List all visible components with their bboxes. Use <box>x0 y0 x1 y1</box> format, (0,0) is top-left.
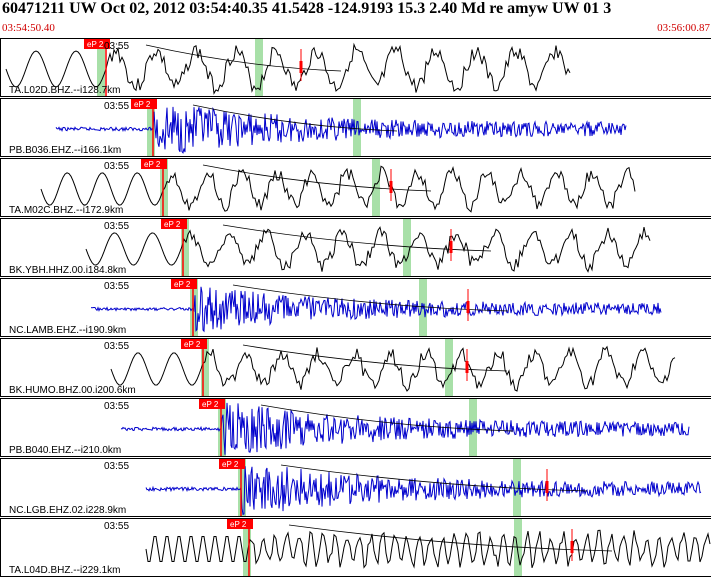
station-label: TA.M02C.BHZ.--i172.9km <box>9 205 124 216</box>
waveform-plot: eP 2 <box>5 39 571 96</box>
waveform-plot: eP 2 <box>85 219 651 276</box>
p-phase-window <box>218 399 226 456</box>
s-phase-window <box>353 99 361 156</box>
waveform-plot: eP 2 <box>110 339 676 396</box>
pick-label-box <box>131 99 157 109</box>
station-label: BK.YBH.HHZ.00.i184.8km <box>9 265 127 276</box>
waveform-plot: eP 2 <box>145 519 711 576</box>
start-time-label: 03:54:50.40 <box>2 22 55 34</box>
waveform-trace <box>145 466 702 515</box>
s-phase-window <box>403 219 411 276</box>
pick-label-box <box>181 339 207 349</box>
time-tick-label: 03:55 <box>104 281 130 292</box>
coda-curve <box>192 104 398 132</box>
amplitude-marker <box>545 481 549 493</box>
trace-panel[interactable]: eP 2 03:55 TA.L04D.BHZ.--i229.1km <box>0 518 711 577</box>
time-tick-label: 03:55 <box>104 101 130 112</box>
time-tick-label: 03:55 <box>104 221 130 232</box>
waveform-plot: eP 2 <box>120 399 690 456</box>
trace-panel[interactable]: eP 2 03:55 NC.LAMB.EHZ.--i190.9km <box>0 278 711 337</box>
pick-label-box <box>141 159 167 169</box>
station-label: TA.L02D.BHZ.--i128.7km <box>9 85 121 96</box>
s-phase-window <box>513 459 521 516</box>
station-label: TA.L04D.BHZ.--i229.1km <box>9 565 121 576</box>
amplitude-marker <box>449 241 453 253</box>
s-phase-window <box>255 39 263 96</box>
pick-label-box <box>219 459 245 469</box>
waveform-plot: eP 2 <box>145 459 702 516</box>
amplitude-marker <box>389 181 393 193</box>
trace-panel[interactable]: eP 2 03:55 TA.M02C.BHZ.--i172.9km <box>0 158 711 217</box>
waveform-plot: eP 2 <box>40 159 636 216</box>
s-phase-window <box>514 519 522 576</box>
waveform-trace <box>90 286 662 333</box>
station-label: NC.LGB.EHZ.02.i228.9km <box>9 505 127 516</box>
s-phase-window <box>372 159 380 216</box>
p-phase-window <box>181 219 189 276</box>
pick-label-box <box>84 39 110 49</box>
time-tick-label: 03:55 <box>104 341 130 352</box>
pick-label: eP 2 <box>230 520 247 529</box>
waveform-plot: eP 2 <box>90 279 662 336</box>
time-tick-label: 03:55 <box>104 521 130 532</box>
p-phase-window <box>201 339 209 396</box>
coda-curve <box>145 44 342 72</box>
coda-curve <box>222 224 492 252</box>
station-label: BK.HUMO.BHZ.00.i200.6km <box>9 385 136 396</box>
coda-curve <box>232 284 509 312</box>
waveform-trace <box>5 42 571 95</box>
pick-label: eP 2 <box>134 100 151 109</box>
pick-label: eP 2 <box>144 160 161 169</box>
coda-curve <box>288 524 613 552</box>
time-tick-label: 03:55 <box>104 461 130 472</box>
pick-label-box <box>161 219 187 229</box>
seismogram-panel-stack: eP 2 03:55 TA.L02D.BHZ.--i128.7km eP 2 03:55… <box>0 38 712 578</box>
p-phase-window <box>147 99 155 156</box>
pick-label: eP 2 <box>184 340 201 349</box>
pick-label: eP 2 <box>87 40 104 49</box>
p-phase-window <box>160 159 168 216</box>
p-phase-window <box>243 519 251 576</box>
trace-panel[interactable]: eP 2 03:55 BK.HUMO.BHZ.00.i200.6km <box>0 338 711 397</box>
amplitude-marker <box>466 301 470 313</box>
time-tick-label: 03:55 <box>104 401 130 412</box>
coda-curve <box>260 404 514 432</box>
waveform-trace <box>120 402 690 455</box>
trace-panel[interactable]: eP 2 03:55 NC.LGB.EHZ.02.i228.9km <box>0 458 711 517</box>
pick-label: eP 2 <box>164 220 181 229</box>
time-tick-label: 03:55 <box>104 161 130 172</box>
waveform-trace <box>40 165 636 213</box>
p-phase-window <box>238 459 246 516</box>
event-header: 60471211 UW Oct 02, 2012 03:54:40.35 41.… <box>0 0 712 38</box>
pick-label: eP 2 <box>174 280 191 289</box>
pick-label-box <box>199 399 225 409</box>
amplitude-marker <box>570 541 574 553</box>
station-label: PB.B036.EHZ.--i166.1km <box>9 145 122 156</box>
pick-label-box <box>171 279 197 289</box>
trace-panel[interactable]: eP 2 03:55 PB.B040.EHZ.--i210.0km <box>0 398 711 457</box>
end-time-label: 03:56:00.87 <box>657 22 710 34</box>
s-phase-window <box>445 339 453 396</box>
station-label: PB.B040.EHZ.--i210.0km <box>9 445 122 456</box>
waveform-plot: eP 2 <box>55 99 627 156</box>
amplitude-marker <box>465 361 469 373</box>
waveform-trace <box>55 106 627 154</box>
pick-label-box <box>227 519 253 529</box>
pick-label: eP 2 <box>222 460 239 469</box>
amplitude-marker <box>299 61 303 73</box>
station-label: NC.LAMB.EHZ.--i190.9km <box>9 325 127 336</box>
coda-curve <box>242 344 508 372</box>
waveform-trace <box>85 226 651 273</box>
p-phase-window <box>97 39 105 96</box>
trace-panel[interactable]: eP 2 03:55 PB.B036.EHZ.--i166.1km <box>0 98 711 157</box>
waveform-trace <box>110 345 676 392</box>
coda-curve <box>202 164 432 192</box>
waveform-trace <box>145 529 711 569</box>
trace-panel[interactable]: eP 2 03:55 TA.L02D.BHZ.--i128.7km <box>0 38 711 97</box>
pick-label: eP 2 <box>202 400 219 409</box>
time-tick-label: 03:55 <box>104 41 130 52</box>
event-title: 60471211 UW Oct 02, 2012 03:54:40.35 41.… <box>2 0 612 17</box>
trace-panel[interactable]: eP 2 03:55 BK.YBH.HHZ.00.i184.8km <box>0 218 711 277</box>
